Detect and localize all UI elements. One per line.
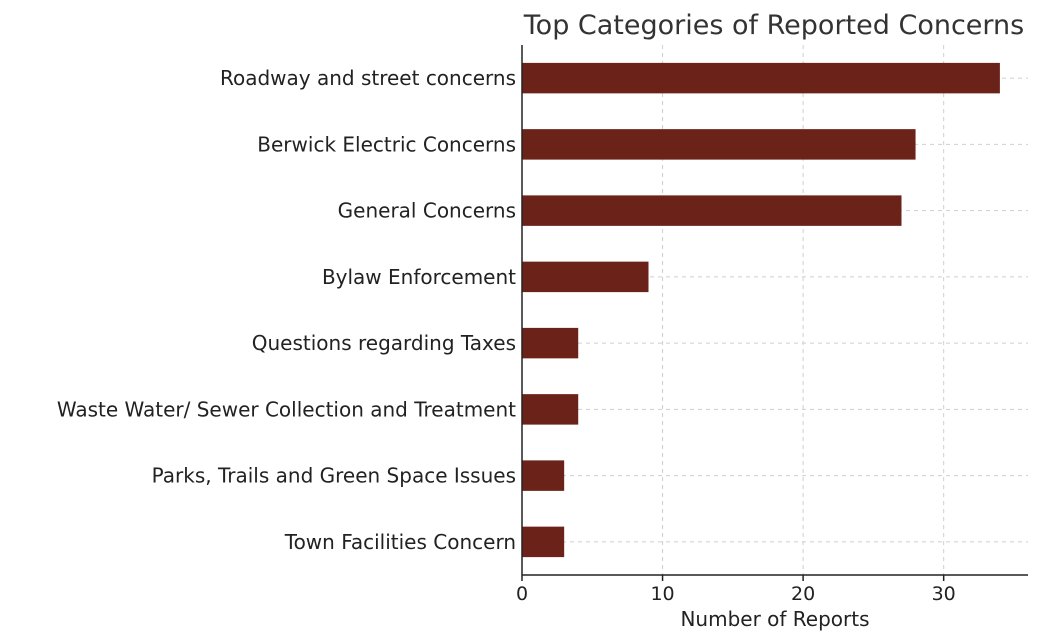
bar-5 bbox=[522, 394, 579, 425]
grid-lines bbox=[522, 45, 1028, 575]
x-tick-label-1: 10 bbox=[650, 583, 674, 605]
chart-title: Top Categories of Reported Concerns bbox=[523, 10, 1024, 41]
category-labels: Roadway and street concerns Berwick Elect… bbox=[57, 66, 516, 554]
bars bbox=[522, 62, 1000, 558]
category-label-0: Roadway and street concerns bbox=[220, 66, 516, 90]
bar-7 bbox=[522, 526, 565, 558]
bar-6 bbox=[522, 460, 565, 491]
category-label-6: Parks, Trails and Green Space Issues bbox=[152, 464, 516, 488]
bar-2 bbox=[522, 195, 902, 226]
x-axis-label: Number of Reports bbox=[680, 607, 869, 631]
axes bbox=[521, 45, 1028, 576]
category-label-3: Bylaw Enforcement bbox=[322, 265, 516, 289]
bar-3 bbox=[522, 261, 649, 293]
bar-4 bbox=[522, 327, 579, 359]
category-label-1: Berwick Electric Concerns bbox=[257, 132, 516, 156]
category-label-7: Town Facilities Concern bbox=[284, 530, 516, 554]
x-axis-ticks: 0 10 20 30 bbox=[516, 575, 956, 605]
x-tick-label-3: 30 bbox=[932, 583, 956, 605]
x-tick-label-0: 0 bbox=[516, 583, 528, 605]
category-label-5: Waste Water/ Sewer Collection and Treatm… bbox=[57, 397, 516, 421]
category-label-4: Questions regarding Taxes bbox=[252, 331, 516, 355]
bar-1 bbox=[522, 129, 916, 160]
bar-0 bbox=[522, 62, 1000, 94]
x-tick-label-2: 20 bbox=[791, 583, 815, 605]
category-label-2: General Concerns bbox=[338, 199, 516, 223]
